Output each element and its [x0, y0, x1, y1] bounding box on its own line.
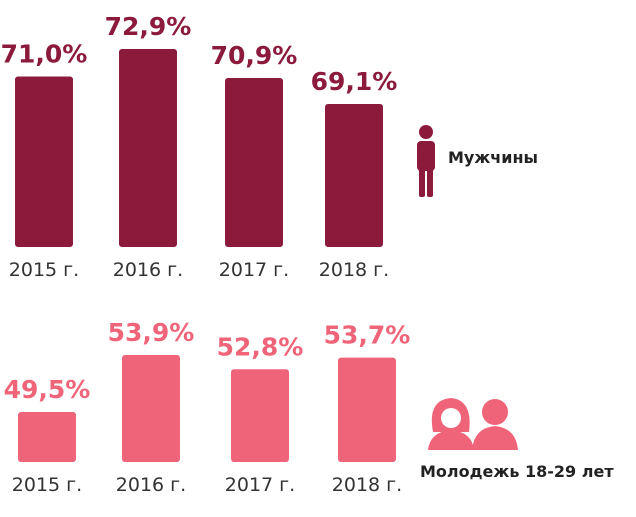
x-tick-label: 2018 г.: [319, 259, 389, 281]
value-label: 69,1%: [311, 67, 398, 96]
bar: [15, 76, 73, 247]
x-tick-label: 2015 г.: [12, 474, 82, 496]
bar: [325, 104, 383, 247]
value-label: 53,7%: [324, 321, 411, 350]
bar: [231, 369, 289, 462]
youth-icon: [428, 398, 518, 450]
bar: [225, 77, 283, 248]
value-label: 52,8%: [217, 332, 304, 361]
x-tick-label: 2017 г.: [219, 259, 289, 281]
value-label: 53,9%: [108, 318, 195, 347]
value-label: 72,9%: [105, 12, 192, 41]
x-tick-label: 2016 г.: [116, 474, 186, 496]
legend-label: Мужчины: [448, 148, 538, 167]
man-icon: [417, 125, 435, 197]
x-tick-label: 2015 г.: [9, 259, 79, 281]
bar: [18, 412, 76, 462]
legend-label: Молодежь 18-29 лет: [420, 462, 614, 481]
bar: [122, 355, 180, 462]
x-tick-label: 2018 г.: [332, 474, 402, 496]
value-label: 49,5%: [4, 375, 91, 404]
value-label: 70,9%: [211, 41, 298, 70]
x-tick-label: 2016 г.: [113, 259, 183, 281]
bar: [338, 357, 396, 462]
x-tick-label: 2017 г.: [225, 474, 295, 496]
value-label: 71,0%: [1, 40, 88, 69]
bar: [119, 49, 177, 247]
